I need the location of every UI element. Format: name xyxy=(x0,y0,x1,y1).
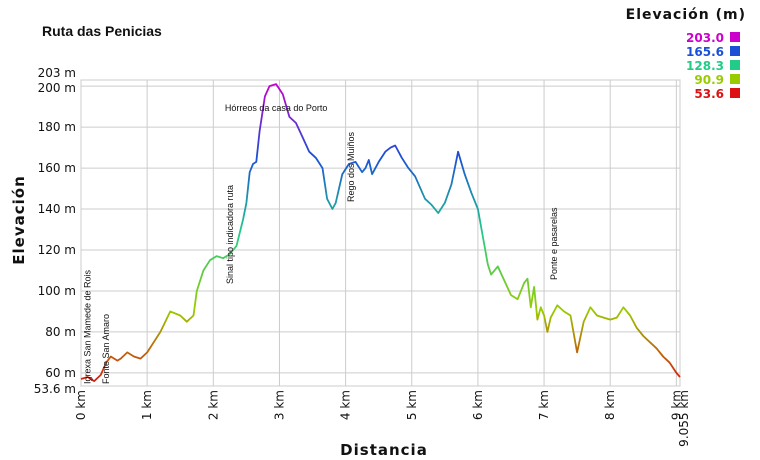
x-tick-label: 7 km xyxy=(537,390,551,420)
plot-border xyxy=(80,79,681,387)
x-axis-title: Distancia xyxy=(340,441,428,459)
annotation-label: Hórreos da casa do Porto xyxy=(225,103,328,113)
y-tick-label: 200 m xyxy=(38,81,76,95)
legend-value: 165.6 xyxy=(686,45,724,59)
x-tick-label: 8 km xyxy=(603,390,617,420)
x-tick-label: 1 km xyxy=(140,390,154,420)
y-tick-label: 53.6 m xyxy=(34,382,76,396)
chart-title: Ruta das Penicias xyxy=(42,23,162,39)
legend-swatch xyxy=(730,32,740,42)
annotation-label: Fonte San Amaro xyxy=(101,314,111,384)
legend-title: Elevación (m) xyxy=(626,7,746,23)
annotations: Igrexa San Mamede de Rois Fonte San Amaro… xyxy=(83,103,559,384)
annotation-label: Sinal tipo indicadora ruta xyxy=(225,185,235,284)
legend-swatch xyxy=(730,60,740,70)
y-tick-label: 203 m xyxy=(38,66,76,80)
legend-swatch xyxy=(730,74,740,84)
y-tick-label: 160 m xyxy=(38,161,76,175)
legend-value: 53.6 xyxy=(694,87,724,101)
legend-value: 203.0 xyxy=(686,31,724,45)
grid xyxy=(80,79,681,387)
legend-swatch xyxy=(730,88,740,98)
y-tick-label: 120 m xyxy=(38,243,76,257)
elevation-line xyxy=(80,83,681,382)
y-axis-title: Elevación xyxy=(10,175,28,264)
x-tick-label: 9 km xyxy=(669,390,683,420)
legend-value: 90.9 xyxy=(694,73,724,87)
annotation-label: Igrexa San Mamede de Rois xyxy=(83,269,93,384)
legend-value: 128.3 xyxy=(686,59,724,73)
x-tick-label: 5 km xyxy=(405,390,419,420)
x-tick-label: 0 km xyxy=(74,390,88,420)
x-axis-ticks: 0 km 1 km 2 km 3 km 4 km 5 km 6 km 7 km 8 km 9 km… xyxy=(74,390,691,447)
x-tick-label: 4 km xyxy=(339,390,353,420)
legend-swatch xyxy=(730,46,740,56)
y-tick-label: 60 m xyxy=(45,366,76,380)
x-tick-label: 3 km xyxy=(272,390,286,420)
y-tick-label: 80 m xyxy=(45,325,76,339)
y-tick-label: 140 m xyxy=(38,202,76,216)
x-tick-label: 9.055 km xyxy=(677,390,691,447)
annotation-label: Rego dos Muiños xyxy=(346,131,356,202)
annotation-label: Ponte e pasarelas xyxy=(549,207,559,280)
y-axis-ticks: 53.6 m 60 m 80 m 100 m 120 m 140 m 160 m 180 m 2… xyxy=(34,66,76,396)
x-tick-label: 2 km xyxy=(206,390,220,420)
x-tick-label: 6 km xyxy=(471,390,485,420)
y-tick-label: 180 m xyxy=(38,120,76,134)
y-tick-label: 100 m xyxy=(38,284,76,298)
